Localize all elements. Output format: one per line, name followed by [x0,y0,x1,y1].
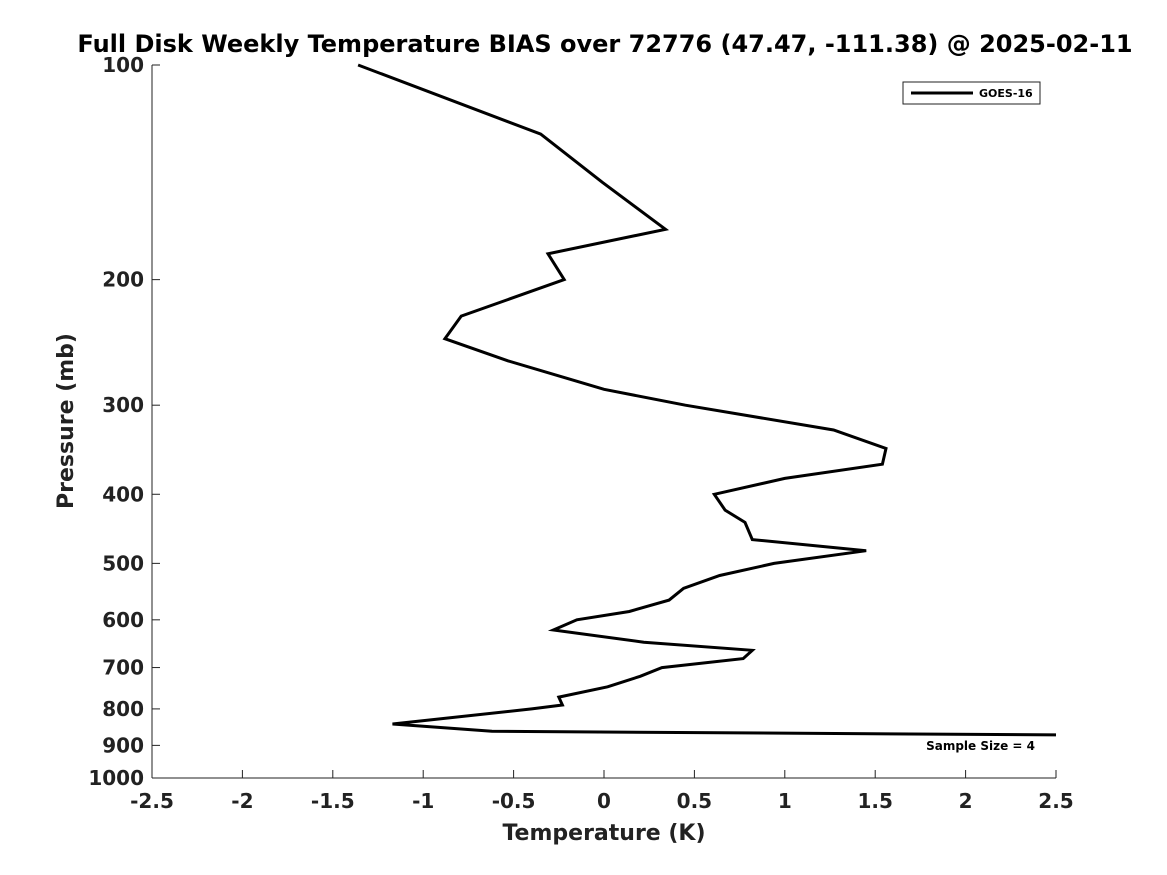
y-tick-label: 500 [102,551,144,575]
y-tick-label: 100 [102,53,144,77]
y-axis-label: Pressure (mb) [54,333,79,509]
y-tick-label: 600 [102,608,144,632]
plot-area: -2.5 -2 -1.5 -1 -0.5 0 0.5 1 1.5 2 2.5 100 200 300 400… [88,53,1073,813]
x-tick-label: 0.5 [677,789,712,813]
sample-size-annotation: Sample Size = 4 [926,739,1035,753]
x-tick-label: -0.5 [492,789,536,813]
y-tick-label: 200 [102,268,144,292]
x-tick-label: 1 [778,789,792,813]
y-tick-label: 700 [102,656,144,680]
x-tick-label: -2 [231,789,253,813]
x-tick-label: 2 [959,789,973,813]
chart-title: Full Disk Weekly Temperature BIAS over 7… [77,30,1132,58]
x-tick-label: 0 [597,789,611,813]
legend-label: GOES-16 [979,87,1033,100]
x-tick-label: -1.5 [311,789,355,813]
x-tick-label: 1.5 [857,789,892,813]
y-tick-label: 1000 [88,766,144,790]
x-axis-label: Temperature (K) [502,821,705,846]
x-tick-label: -2.5 [130,789,174,813]
series-line-goes-16 [357,63,1057,737]
y-tick-label: 900 [102,733,144,757]
x-tick-label: -1 [412,789,434,813]
y-tick-label: 400 [102,482,144,506]
y-tick-label: 800 [102,697,144,721]
y-tick-label: 300 [102,393,144,417]
x-tick-label: 2.5 [1038,789,1073,813]
